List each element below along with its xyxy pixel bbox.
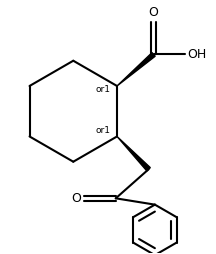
Text: OH: OH xyxy=(187,48,206,61)
Text: or1: or1 xyxy=(96,126,111,135)
Polygon shape xyxy=(117,53,155,86)
Polygon shape xyxy=(117,136,150,171)
Text: O: O xyxy=(71,192,81,205)
Text: O: O xyxy=(149,6,159,19)
Text: or1: or1 xyxy=(96,85,111,94)
